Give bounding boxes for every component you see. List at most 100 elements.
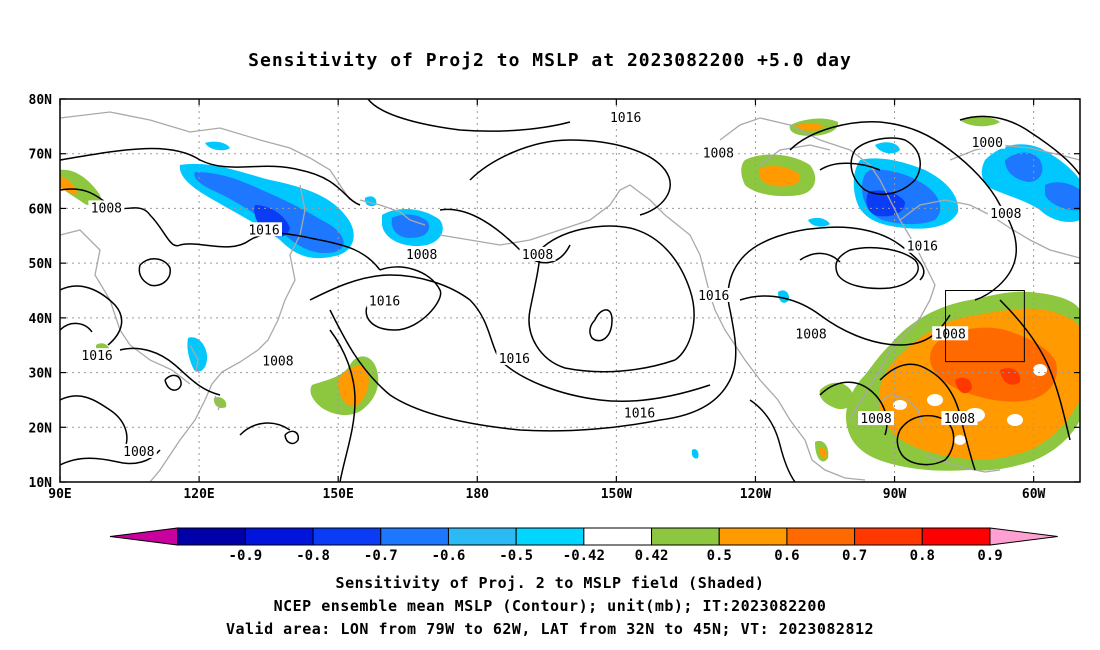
sensitivity-region — [1045, 182, 1080, 211]
colorbar-swatch — [380, 527, 449, 546]
lat-tick-label: 80N — [29, 93, 53, 108]
sensitivity-region — [60, 169, 101, 206]
sensitivity-region — [955, 377, 972, 394]
contour-label-bg — [987, 205, 1024, 220]
sensitivity-region — [819, 447, 827, 459]
contour-label-bg — [607, 110, 644, 125]
contour-label-bg — [120, 443, 157, 458]
colorbar-swatch — [854, 527, 923, 546]
contour-label-bg — [932, 326, 969, 341]
lat-tick-label: 20N — [29, 421, 53, 436]
colorbar-swatch — [312, 527, 382, 546]
colorbar-label: -0.7 — [364, 548, 398, 564]
sensitivity-gap — [927, 394, 943, 406]
lat-tick-label: 70N — [29, 148, 53, 163]
colorbar-label: -0.8 — [296, 548, 330, 564]
longitude-axis: 90E 120E 150E 180 150W 120W 90W 60W — [48, 99, 1046, 502]
lat-tick-label: 60N — [29, 202, 53, 217]
sensitivity-region — [1005, 152, 1043, 182]
contour-label-bg — [79, 348, 116, 363]
colorbar-label: 0.9 — [977, 548, 1002, 564]
contour-label: 1016 — [610, 111, 641, 126]
sensitivity-region — [391, 214, 430, 238]
colorbar-swatch — [447, 527, 517, 546]
colorbar-label: -0.42 — [563, 548, 605, 564]
lat-tick-label: 10N — [29, 476, 53, 491]
sensitivity-region — [795, 123, 824, 131]
colorbar-swatch — [515, 527, 585, 546]
sensitivity-region — [758, 166, 801, 187]
lat-tick-label: 30N — [29, 367, 53, 382]
sensitivity-region — [778, 290, 790, 303]
colorbar-swatch — [177, 527, 246, 546]
contour-label: 1016 — [698, 289, 729, 304]
contour-label: 1008 — [406, 248, 437, 263]
contour-label: 1008 — [262, 355, 293, 370]
contour-label-bg — [259, 353, 296, 368]
sensitivity-region — [205, 141, 230, 151]
lon-tick-label: 90E — [48, 487, 71, 502]
contour-label: 1008 — [703, 147, 734, 162]
contour-label: 1008 — [990, 207, 1021, 222]
colorbar-swatch — [718, 527, 788, 546]
sensitivity-region — [960, 116, 1000, 127]
contour-label: 1008 — [91, 201, 122, 216]
contour-label: 1016 — [369, 294, 400, 309]
contour-label-bg — [366, 293, 403, 308]
contour-label: 1008 — [935, 327, 966, 342]
caption-contour: NCEP ensemble mean MSLP (Contour); unit(… — [273, 597, 827, 615]
lon-tick-label: 150E — [323, 487, 354, 502]
contour-label-bg — [793, 326, 830, 341]
sensitivity-gap — [893, 400, 907, 410]
contour-label-bg — [621, 405, 658, 420]
plot-area: 1016 1008 1000 1008 1016 1008 1008 1008 1016 1016… — [60, 99, 1080, 482]
sensitivity-region — [875, 142, 900, 154]
contour-label-bg — [904, 238, 941, 253]
contour-label: 1008 — [795, 327, 826, 342]
colorbar-end-low — [109, 527, 179, 546]
contour-label-bg — [969, 134, 1006, 149]
colorbar-label: 0.6 — [774, 548, 799, 564]
plot-frame — [59, 98, 1081, 483]
coastlines — [60, 111, 1080, 482]
contour-label: 1016 — [907, 240, 938, 255]
sensitivity-shading — [60, 116, 1080, 471]
colorbar-label: 0.8 — [910, 548, 935, 564]
sensitivity-gap — [954, 435, 966, 445]
sensitivity-region — [691, 449, 699, 459]
caption-shaded: Sensitivity of Proj. 2 to MSLP field (Sh… — [335, 574, 765, 592]
contour-label-bg — [941, 411, 978, 426]
mslp-contours — [60, 99, 1080, 482]
sensitivity-gap — [1007, 414, 1023, 426]
contour-label: 1016 — [248, 223, 279, 238]
colorbar-swatch — [786, 527, 856, 546]
latitude-axis: 80N 70N 60N 50N 40N 30N 20N 10N — [29, 93, 1080, 491]
sensitivity-region — [187, 337, 208, 372]
colorbar-end-high — [989, 527, 1058, 546]
colorbar-label: 0.7 — [842, 548, 867, 564]
lon-tick-label: 120E — [183, 487, 214, 502]
valid-area-box — [945, 290, 1025, 363]
colorbar-swatch — [921, 527, 991, 546]
sensitivity-region — [819, 382, 853, 410]
colorbar-label: -0.9 — [229, 548, 263, 564]
lon-tick-label: 150W — [601, 487, 632, 502]
caption-valid-area: Valid area: LON from 79W to 62W, LAT fro… — [225, 620, 875, 638]
contour-label: 1000 — [972, 136, 1003, 151]
colorbar-label: -0.5 — [499, 548, 533, 564]
contour-label-bg — [858, 411, 894, 426]
contour-label-bg — [519, 246, 556, 261]
contour-label: 1008 — [522, 248, 553, 263]
colorbar-swatch — [244, 527, 314, 546]
contour-label: 1016 — [624, 407, 655, 422]
contour-label-bg — [496, 350, 533, 365]
lat-tick-label: 50N — [29, 257, 53, 272]
lon-tick-label: 60W — [1022, 487, 1046, 502]
contour-label-bg — [246, 222, 282, 237]
contour-label-bg — [700, 145, 737, 160]
contour-label: 1016 — [499, 352, 530, 367]
lon-tick-label: 120W — [740, 487, 771, 502]
chart-title: Sensitivity of Proj2 to MSLP at 20230822… — [248, 50, 852, 71]
contour-label-bg — [695, 287, 732, 302]
